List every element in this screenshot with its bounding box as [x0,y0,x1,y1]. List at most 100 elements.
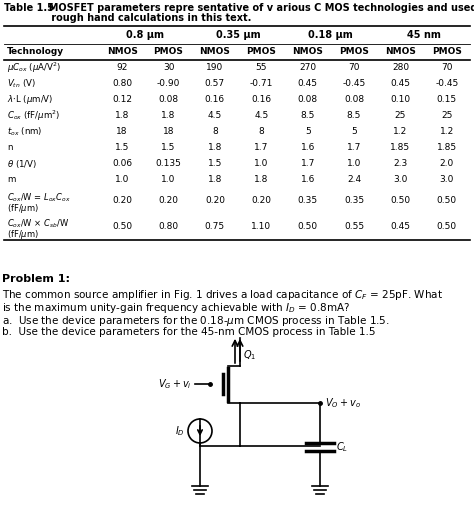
Text: 0.08: 0.08 [158,95,179,105]
Text: PMOS: PMOS [154,47,183,56]
Text: 0.50: 0.50 [112,222,132,231]
Text: 1.85: 1.85 [437,143,457,153]
Text: n: n [7,143,12,153]
Text: 280: 280 [392,64,409,72]
Text: 0.135: 0.135 [155,159,182,168]
Text: 1.2: 1.2 [440,128,454,137]
Text: 70: 70 [348,64,360,72]
Text: 0.18 μm: 0.18 μm [309,30,353,40]
Text: 0.20: 0.20 [159,196,179,205]
Text: 2.0: 2.0 [440,159,454,168]
Text: 2.3: 2.3 [393,159,408,168]
Text: 8: 8 [212,128,218,137]
Text: 0.50: 0.50 [391,196,410,205]
Text: 0.80: 0.80 [158,222,179,231]
Text: $C_{ox}$/W = $L_{ox}C_{ox}$: $C_{ox}$/W = $L_{ox}C_{ox}$ [7,192,71,204]
Text: 0.20: 0.20 [205,196,225,205]
Text: 0.08: 0.08 [298,95,318,105]
Text: Problem 1:: Problem 1: [2,274,70,284]
Text: 1.8: 1.8 [254,176,268,184]
Text: PMOS: PMOS [432,47,462,56]
Text: 25: 25 [395,111,406,120]
Text: 30: 30 [163,64,174,72]
Text: 0.12: 0.12 [112,95,132,105]
Text: 270: 270 [299,64,316,72]
Text: 3.0: 3.0 [393,176,408,184]
Text: 1.0: 1.0 [115,176,129,184]
Text: is the maximum unity-gain frequency achievable with $I_D$ = 0.8mA?: is the maximum unity-gain frequency achi… [2,301,350,315]
Text: 1.2: 1.2 [393,128,408,137]
Text: PMOS: PMOS [246,47,276,56]
Text: 1.8: 1.8 [115,111,129,120]
Text: 92: 92 [117,64,128,72]
Text: PMOS: PMOS [339,47,369,56]
Text: 0.06: 0.06 [112,159,132,168]
Text: 4.5: 4.5 [208,111,222,120]
Text: 18: 18 [163,128,174,137]
Text: $I_D$: $I_D$ [175,424,185,438]
Text: $\lambda$$\cdot$L ($\mu$m/V): $\lambda$$\cdot$L ($\mu$m/V) [7,93,54,106]
Text: 1.5: 1.5 [208,159,222,168]
Text: $C_L$: $C_L$ [336,440,348,454]
Text: 0.45: 0.45 [391,222,410,231]
Text: 0.15: 0.15 [437,95,457,105]
Text: $V_O + v_o$: $V_O + v_o$ [325,396,361,410]
Text: NMOS: NMOS [107,47,137,56]
Text: The common source amplifier in Fig. 1 drives a load capacitance of $C_F$ = 25pF.: The common source amplifier in Fig. 1 dr… [2,288,443,302]
Text: 0.08: 0.08 [344,95,364,105]
Text: 1.8: 1.8 [161,111,176,120]
Text: NMOS: NMOS [200,47,230,56]
Text: m: m [7,176,15,184]
Text: 0.50: 0.50 [298,222,318,231]
Text: 18: 18 [117,128,128,137]
Text: 0.35 μm: 0.35 μm [216,30,260,40]
Text: 3.0: 3.0 [439,176,454,184]
Text: -0.45: -0.45 [342,80,365,89]
Text: 5: 5 [305,128,310,137]
Text: -0.45: -0.45 [435,80,458,89]
Text: 1.8: 1.8 [208,176,222,184]
Text: 1.8: 1.8 [208,143,222,153]
Text: 25: 25 [441,111,453,120]
Text: 0.55: 0.55 [344,222,364,231]
Text: b.  Use the device parameters for the 45-nm CMOS process in Table 1.5: b. Use the device parameters for the 45-… [2,327,375,337]
Text: 1.7: 1.7 [301,159,315,168]
Text: $C_{ox}$/W $\times$ $C_{sb}$/W: $C_{ox}$/W $\times$ $C_{sb}$/W [7,218,69,230]
Text: 0.16: 0.16 [205,95,225,105]
Text: -0.90: -0.90 [157,80,180,89]
Text: 1.5: 1.5 [115,143,129,153]
Text: 55: 55 [255,64,267,72]
Text: 1.7: 1.7 [347,143,361,153]
Text: 1.0: 1.0 [254,159,268,168]
Text: $\mu C_{ox}$ ($\mu$A/V$^2$): $\mu C_{ox}$ ($\mu$A/V$^2$) [7,61,61,75]
Text: 0.20: 0.20 [251,196,271,205]
Text: 1.0: 1.0 [161,176,176,184]
Text: Table 1.5: Table 1.5 [4,3,54,13]
Text: rough hand calculations in this text.: rough hand calculations in this text. [4,13,251,23]
Text: 0.35: 0.35 [344,196,364,205]
Text: 0.20: 0.20 [112,196,132,205]
Text: 1.5: 1.5 [161,143,176,153]
Text: 8.5: 8.5 [347,111,361,120]
Text: 0.80: 0.80 [112,80,132,89]
Text: 2.4: 2.4 [347,176,361,184]
Text: 1.6: 1.6 [301,143,315,153]
Text: 8: 8 [258,128,264,137]
Text: MOSFET parameters repre sentative of v arious C MOS technologies and used  for: MOSFET parameters repre sentative of v a… [42,3,474,13]
Text: NMOS: NMOS [292,47,323,56]
Text: 0.35: 0.35 [298,196,318,205]
Text: -0.71: -0.71 [250,80,273,89]
Text: 8.5: 8.5 [301,111,315,120]
Text: 0.57: 0.57 [205,80,225,89]
Text: $V_G + v_i$: $V_G + v_i$ [158,378,192,391]
Text: 1.7: 1.7 [254,143,268,153]
Text: 0.45: 0.45 [391,80,410,89]
Text: 70: 70 [441,64,453,72]
Text: 0.10: 0.10 [391,95,410,105]
Text: 0.16: 0.16 [251,95,272,105]
Text: 4.5: 4.5 [254,111,268,120]
Text: $t_{ox}$ (nm): $t_{ox}$ (nm) [7,126,43,138]
Text: NMOS: NMOS [385,47,416,56]
Text: 0.50: 0.50 [437,196,457,205]
Text: a.  Use the device parameters for the 0.18-$\mu$m CMOS process in Table 1.5.: a. Use the device parameters for the 0.1… [2,314,390,328]
